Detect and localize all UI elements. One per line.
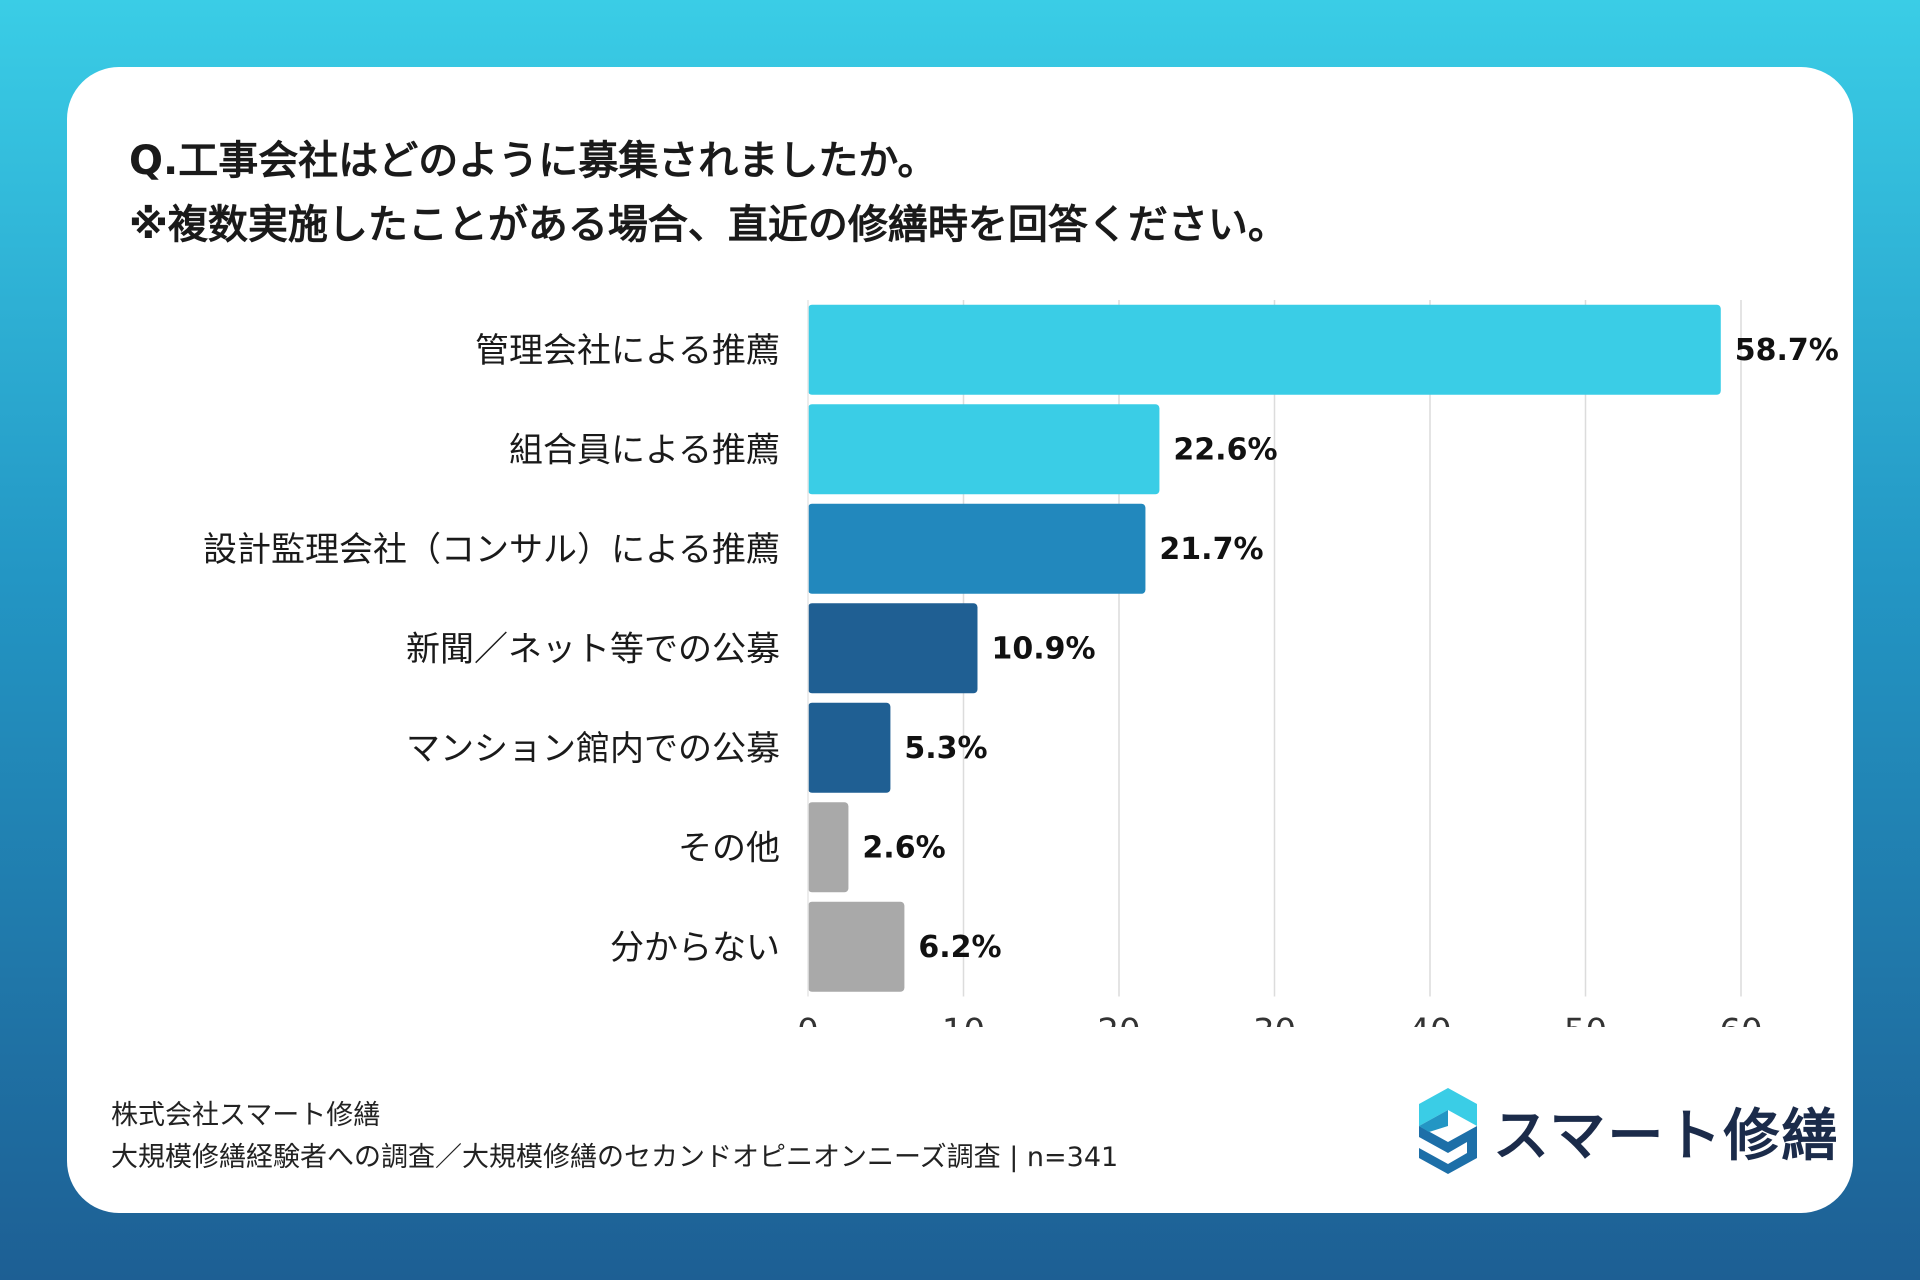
x-tick-label-40: 40: [1408, 1012, 1451, 1028]
chart-title: Q.工事会社はどのように募集されましたか。 ※複数実施したことがある場合、直近の…: [129, 129, 1288, 257]
x-tick-label-0: 0: [797, 1012, 819, 1028]
footer-company: 株式会社スマート修繕: [111, 1100, 381, 1131]
bar-6: [808, 901, 905, 992]
bar-2: [808, 503, 1146, 594]
category-label-1: 組合員による推薦: [509, 430, 780, 470]
bar-3: [808, 603, 978, 694]
category-label-3: 新聞／ネット等での公募: [406, 629, 780, 669]
x-tick-label-60: 60: [1719, 1012, 1762, 1028]
category-label-0: 管理会社による推薦: [475, 331, 780, 371]
x-tick-label-50: 50: [1564, 1012, 1607, 1028]
bar-1: [808, 404, 1160, 495]
bar-0: [808, 304, 1721, 395]
title-line-1: Q.工事会社はどのように募集されましたか。: [129, 138, 938, 184]
value-label-6: 6.2%: [918, 930, 1001, 965]
value-label-3: 10.9%: [991, 631, 1095, 666]
x-tick-label-30: 30: [1253, 1012, 1296, 1028]
value-label-0: 58.7%: [1735, 333, 1839, 368]
title-line-2: ※複数実施したことがある場合、直近の修繕時を回答ください。: [129, 202, 1288, 248]
logo-s-icon: [1419, 1088, 1477, 1174]
footer: 株式会社スマート修繕 大規模修繕経験者への調査／大規模修繕のセカンドオピニオンニ…: [111, 1095, 1118, 1179]
x-tick-label-10: 10: [942, 1012, 985, 1028]
chart-card: Q.工事会社はどのように募集されましたか。 ※複数実施したことがある場合、直近の…: [67, 67, 1853, 1213]
footer-source: 大規模修繕経験者への調査／大規模修繕のセカンドオピニオンニーズ調査 | n=34…: [111, 1142, 1119, 1173]
value-label-1: 22.6%: [1173, 432, 1277, 467]
value-label-2: 21.7%: [1159, 532, 1263, 567]
category-label-2: 設計監理会社（コンサル）による推薦: [203, 530, 780, 570]
bar-5: [808, 802, 849, 893]
category-label-5: その他: [678, 828, 780, 868]
category-label-6: 分からない: [610, 928, 780, 968]
x-tick-label-20: 20: [1097, 1012, 1140, 1028]
brand-logo: スマート修繕: [1415, 1083, 1839, 1179]
category-label-4: マンション館内での公募: [406, 729, 780, 769]
bar-chart: 管理会社による推薦 58.7% 組合員による推薦 22.6% 設計監理会社（コンサル）に…: [203, 300, 1839, 1028]
value-label-5: 2.6%: [862, 830, 945, 865]
bar-4: [808, 702, 891, 793]
value-label-4: 5.3%: [904, 731, 987, 766]
logo-text: スマート修繕: [1493, 1103, 1840, 1169]
